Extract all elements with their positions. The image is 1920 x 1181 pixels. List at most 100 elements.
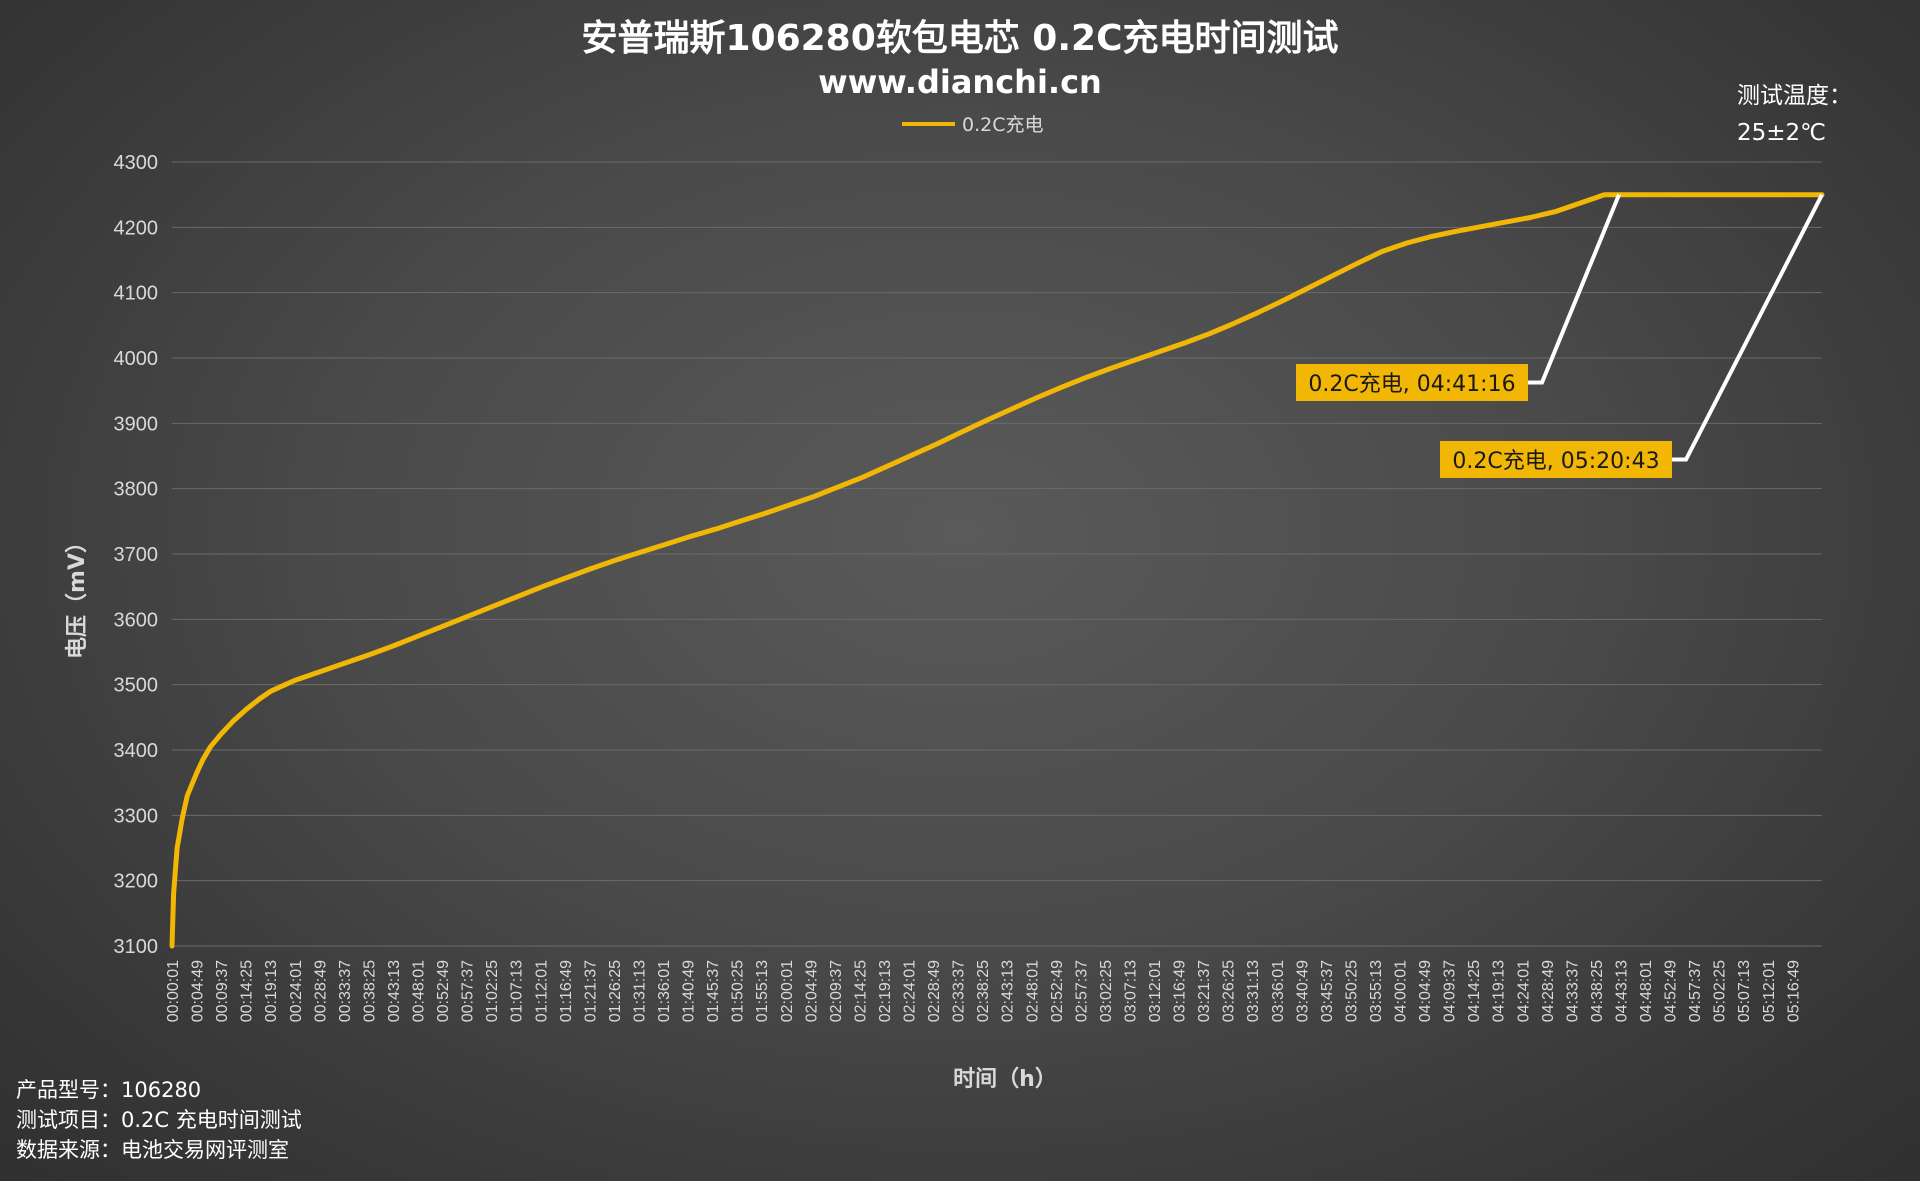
x-tick-label: 04:19:13 <box>1491 960 1508 1022</box>
x-tick-label: 02:48:01 <box>1024 960 1041 1022</box>
x-tick-label: 00:38:25 <box>361 960 378 1022</box>
x-tick-label: 03:16:49 <box>1172 960 1189 1022</box>
x-tick-label: 03:50:25 <box>1343 960 1360 1022</box>
x-tick-label: 00:19:13 <box>263 960 280 1022</box>
x-tick-label: 03:36:01 <box>1270 960 1287 1022</box>
x-tick-label: 05:12:01 <box>1761 960 1778 1022</box>
x-tick-label: 03:45:37 <box>1319 960 1336 1022</box>
x-tick-label: 03:07:13 <box>1122 960 1139 1022</box>
x-tick-label: 04:43:13 <box>1613 960 1630 1022</box>
x-tick-label: 02:52:49 <box>1049 960 1066 1022</box>
x-tick-label: 04:33:37 <box>1564 960 1581 1022</box>
y-tick-label: 4100 <box>114 283 159 305</box>
x-tick-label: 01:26:25 <box>607 960 624 1022</box>
x-tick-label: 03:55:13 <box>1368 960 1385 1022</box>
y-tick-label: 3600 <box>114 609 159 631</box>
x-tick-label: 01:21:37 <box>582 960 599 1022</box>
x-tick-label: 02:28:49 <box>926 960 943 1022</box>
x-tick-label: 02:43:13 <box>1000 960 1017 1022</box>
annotation-label: 0.2C充电, 05:20:43 <box>1452 449 1659 474</box>
x-tick-label: 02:04:49 <box>803 960 820 1022</box>
annotations: 0.2C充电, 04:41:16 0.2C充电, 05:20:43 <box>1296 193 1824 478</box>
y-tick-label: 3900 <box>114 413 159 435</box>
x-tick-label: 00:48:01 <box>411 960 428 1022</box>
legend: 0.2C充电 <box>902 114 1043 136</box>
x-tick-label: 00:00:01 <box>165 960 182 1022</box>
gridlines <box>172 161 1822 947</box>
x-tick-label: 04:48:01 <box>1638 960 1655 1022</box>
y-tick-label: 3200 <box>114 871 159 893</box>
y-tick-label: 4300 <box>114 152 159 174</box>
x-axis-title: 时间（h） <box>953 1067 1057 1092</box>
y-tick-label: 3500 <box>114 675 159 697</box>
x-tick-label: 04:52:49 <box>1663 960 1680 1022</box>
series-line-0.2C <box>169 192 1825 949</box>
x-tick-label: 05:16:49 <box>1785 960 1802 1022</box>
annotation-leader <box>1672 193 1824 462</box>
x-tick-label: 02:24:01 <box>902 960 919 1022</box>
x-tick-label: 02:09:37 <box>828 960 845 1022</box>
y-tick-label: 3300 <box>114 805 159 827</box>
x-tick-label: 00:43:13 <box>386 960 403 1022</box>
y-tick-label: 3400 <box>114 740 159 762</box>
x-tick-label: 00:14:25 <box>239 960 256 1022</box>
x-tick-label: 05:07:13 <box>1736 960 1753 1022</box>
x-tick-label: 00:04:49 <box>190 960 207 1022</box>
x-tick-label: 03:40:49 <box>1294 960 1311 1022</box>
x-tick-label: 02:38:25 <box>975 960 992 1022</box>
x-tick-label: 03:26:25 <box>1221 960 1238 1022</box>
x-tick-label: 04:04:49 <box>1417 960 1434 1022</box>
x-tick-label: 04:14:25 <box>1466 960 1483 1022</box>
x-tick-label: 01:45:37 <box>705 960 722 1022</box>
annotation-leader <box>1528 193 1621 385</box>
y-axis-title: 电压（mV） <box>65 531 90 659</box>
x-tick-label: 00:33:37 <box>337 960 354 1022</box>
x-tick-label: 04:28:49 <box>1540 960 1557 1022</box>
x-tick-label: 04:38:25 <box>1589 960 1606 1022</box>
y-tick-label: 4200 <box>114 217 159 239</box>
x-tick-label: 02:00:01 <box>779 960 796 1022</box>
x-tick-label: 03:31:13 <box>1245 960 1262 1022</box>
temperature-value: 25±2℃ <box>1737 120 1826 146</box>
x-tick-label: 00:28:49 <box>312 960 329 1022</box>
x-tick-label: 02:57:37 <box>1073 960 1090 1022</box>
chart-title: 安普瑞斯106280软包电芯 0.2C充电时间测试 <box>581 18 1338 59</box>
y-tick-label: 3800 <box>114 479 159 501</box>
x-tick-label: 02:19:13 <box>877 960 894 1022</box>
chart-subtitle: www.dianchi.cn <box>818 63 1102 101</box>
x-tick-label: 00:57:37 <box>460 960 477 1022</box>
x-tick-label: 03:21:37 <box>1196 960 1213 1022</box>
footer: 产品型号：106280 测试项目：0.2C 充电时间测试 数据来源：电池交易网评… <box>16 1078 302 1162</box>
annotation-label: 0.2C充电, 04:41:16 <box>1308 372 1515 397</box>
x-tick-label: 01:40:49 <box>681 960 698 1022</box>
x-tick-label: 04:09:37 <box>1442 960 1459 1022</box>
x-tick-label: 01:36:01 <box>656 960 673 1022</box>
annotation-box <box>1296 364 1528 401</box>
x-tick-label: 03:12:01 <box>1147 960 1164 1022</box>
x-tick-label: 05:02:25 <box>1712 960 1729 1022</box>
x-tick-label: 04:57:37 <box>1687 960 1704 1022</box>
x-tick-label: 04:00:01 <box>1393 960 1410 1022</box>
y-tick-label: 3100 <box>114 936 159 958</box>
footer-model: 产品型号：106280 <box>16 1078 201 1102</box>
footer-test-item: 测试项目：0.2C 充电时间测试 <box>16 1108 302 1132</box>
x-tick-label: 01:07:13 <box>509 960 526 1022</box>
x-tick-label: 00:52:49 <box>435 960 452 1022</box>
y-axis-ticks: 3100 3200 3300 3400 3500 3600 3700 3800 3900 4000… <box>114 152 159 958</box>
temperature-note: 测试温度： 25±2℃ <box>1737 83 1852 146</box>
y-tick-label: 4000 <box>114 348 159 370</box>
legend-label: 0.2C充电 <box>962 114 1043 136</box>
annotation-box <box>1440 441 1672 478</box>
temperature-label: 测试温度： <box>1737 83 1852 109</box>
x-tick-label: 04:24:01 <box>1515 960 1532 1022</box>
x-tick-label: 01:02:25 <box>484 960 501 1022</box>
x-tick-label: 00:09:37 <box>214 960 231 1022</box>
footer-source: 数据来源：电池交易网评测室 <box>16 1138 289 1162</box>
x-axis-ticks: 00:00:01 00:04:49 00:09:37 00:14:25 00:19:13… <box>165 960 1802 1022</box>
x-tick-label: 02:14:25 <box>852 960 869 1022</box>
x-tick-label: 01:50:25 <box>730 960 747 1022</box>
y-tick-label: 3700 <box>114 544 159 566</box>
x-tick-label: 02:33:37 <box>951 960 968 1022</box>
x-tick-label: 01:16:49 <box>558 960 575 1022</box>
